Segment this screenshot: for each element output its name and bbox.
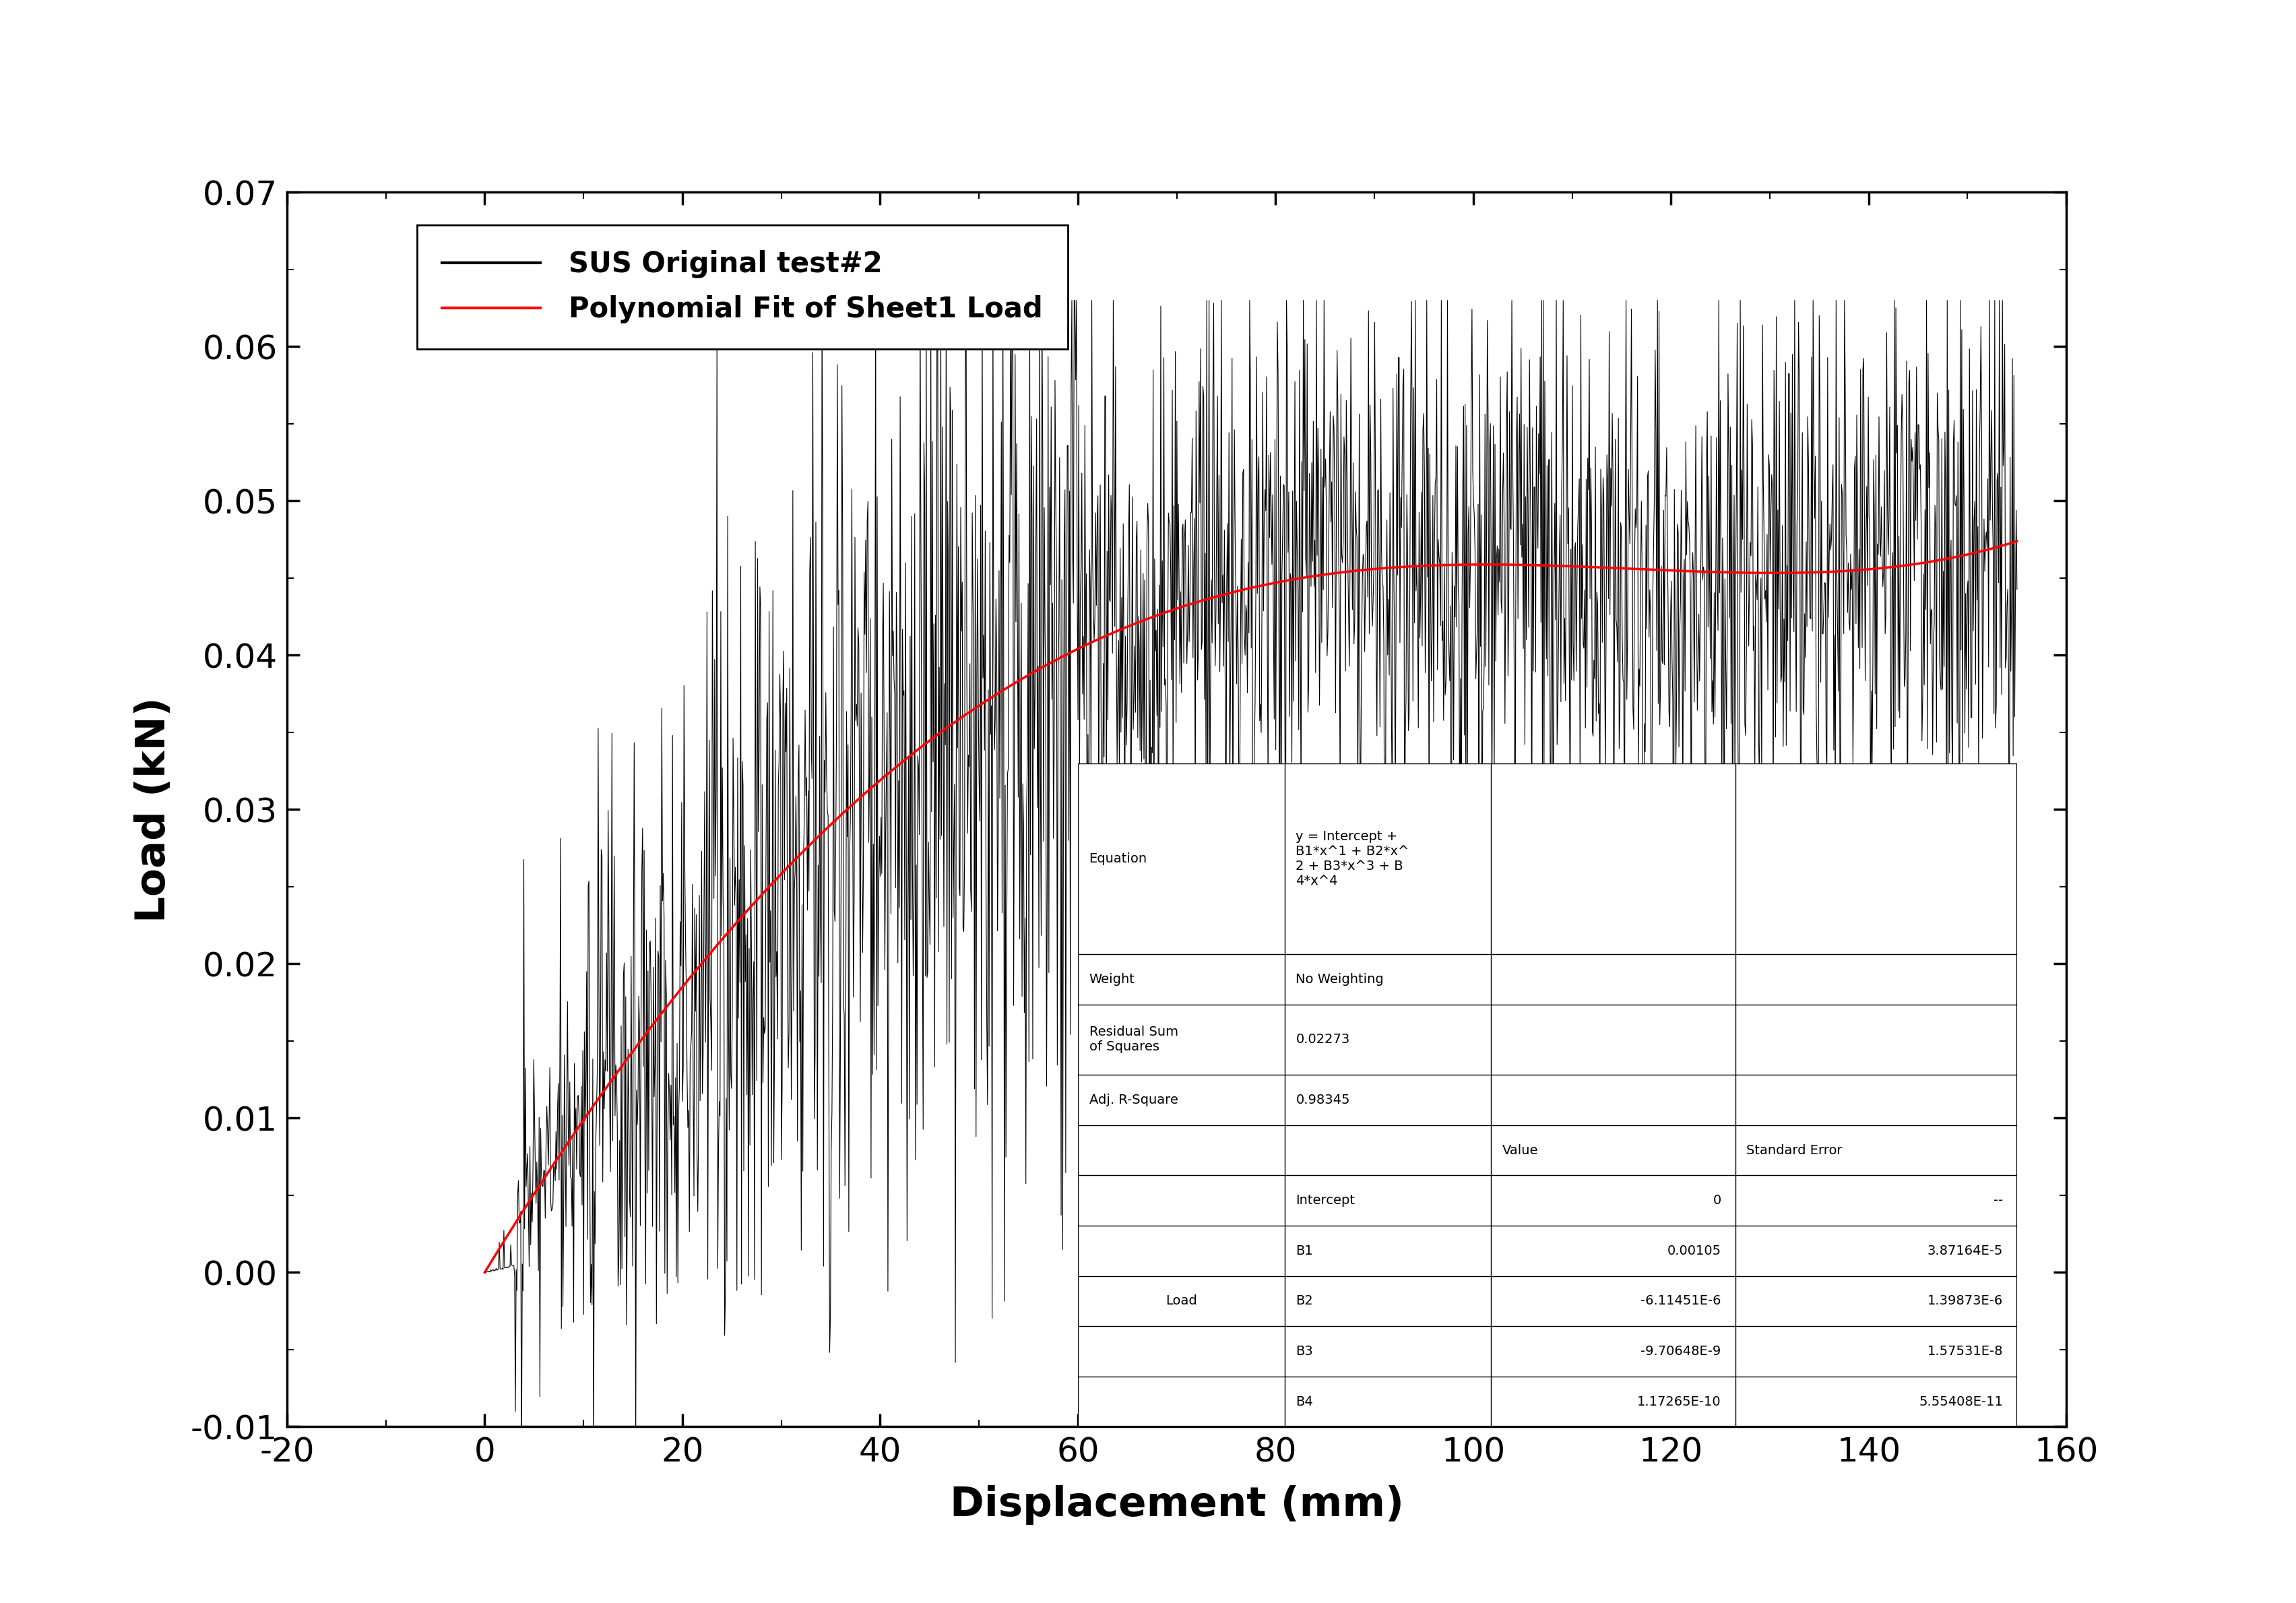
Text: Weight: Weight [1088, 973, 1134, 986]
Text: -6.11451E-6: -6.11451E-6 [1642, 1295, 1722, 1308]
Text: Equation: Equation [1088, 853, 1148, 866]
Text: B2: B2 [1295, 1295, 1313, 1308]
Text: Residual Sum
of Squares: Residual Sum of Squares [1088, 1026, 1178, 1053]
Text: 5.55408E-11: 5.55408E-11 [1919, 1395, 2002, 1407]
Legend: SUS Original test#2, Polynomial Fit of Sheet1 Load: SUS Original test#2, Polynomial Fit of S… [416, 224, 1068, 349]
Text: y = Intercept +
B1*x^1 + B2*x^
2 + B3*x^3 + B
4*x^4: y = Intercept + B1*x^1 + B2*x^ 2 + B3*x^… [1295, 830, 1410, 888]
Text: B1: B1 [1295, 1244, 1313, 1257]
Text: B3: B3 [1295, 1345, 1313, 1358]
Text: 0.00105: 0.00105 [1667, 1244, 1722, 1257]
Y-axis label: Load (kN): Load (kN) [133, 697, 174, 922]
Text: 3.87164E-5: 3.87164E-5 [1926, 1244, 2002, 1257]
Text: Intercept: Intercept [1295, 1194, 1355, 1207]
Text: 1.57531E-8: 1.57531E-8 [1926, 1345, 2002, 1358]
Text: Load: Load [1166, 1295, 1196, 1308]
Text: --: -- [1993, 1194, 2002, 1207]
Text: 1.17265E-10: 1.17265E-10 [1637, 1395, 1722, 1407]
Text: Adj. R-Square: Adj. R-Square [1088, 1093, 1178, 1106]
X-axis label: Displacement (mm): Displacement (mm) [951, 1486, 1403, 1524]
Text: -9.70648E-9: -9.70648E-9 [1642, 1345, 1722, 1358]
Text: Value: Value [1502, 1145, 1538, 1157]
Text: 0: 0 [1713, 1194, 1722, 1207]
Text: 0.02273: 0.02273 [1295, 1034, 1350, 1047]
Text: 0.98345: 0.98345 [1295, 1093, 1350, 1106]
Text: No Weighting: No Weighting [1295, 973, 1384, 986]
Text: Standard Error: Standard Error [1747, 1145, 1844, 1157]
Text: B4: B4 [1295, 1395, 1313, 1407]
Text: 1.39873E-6: 1.39873E-6 [1926, 1295, 2002, 1308]
